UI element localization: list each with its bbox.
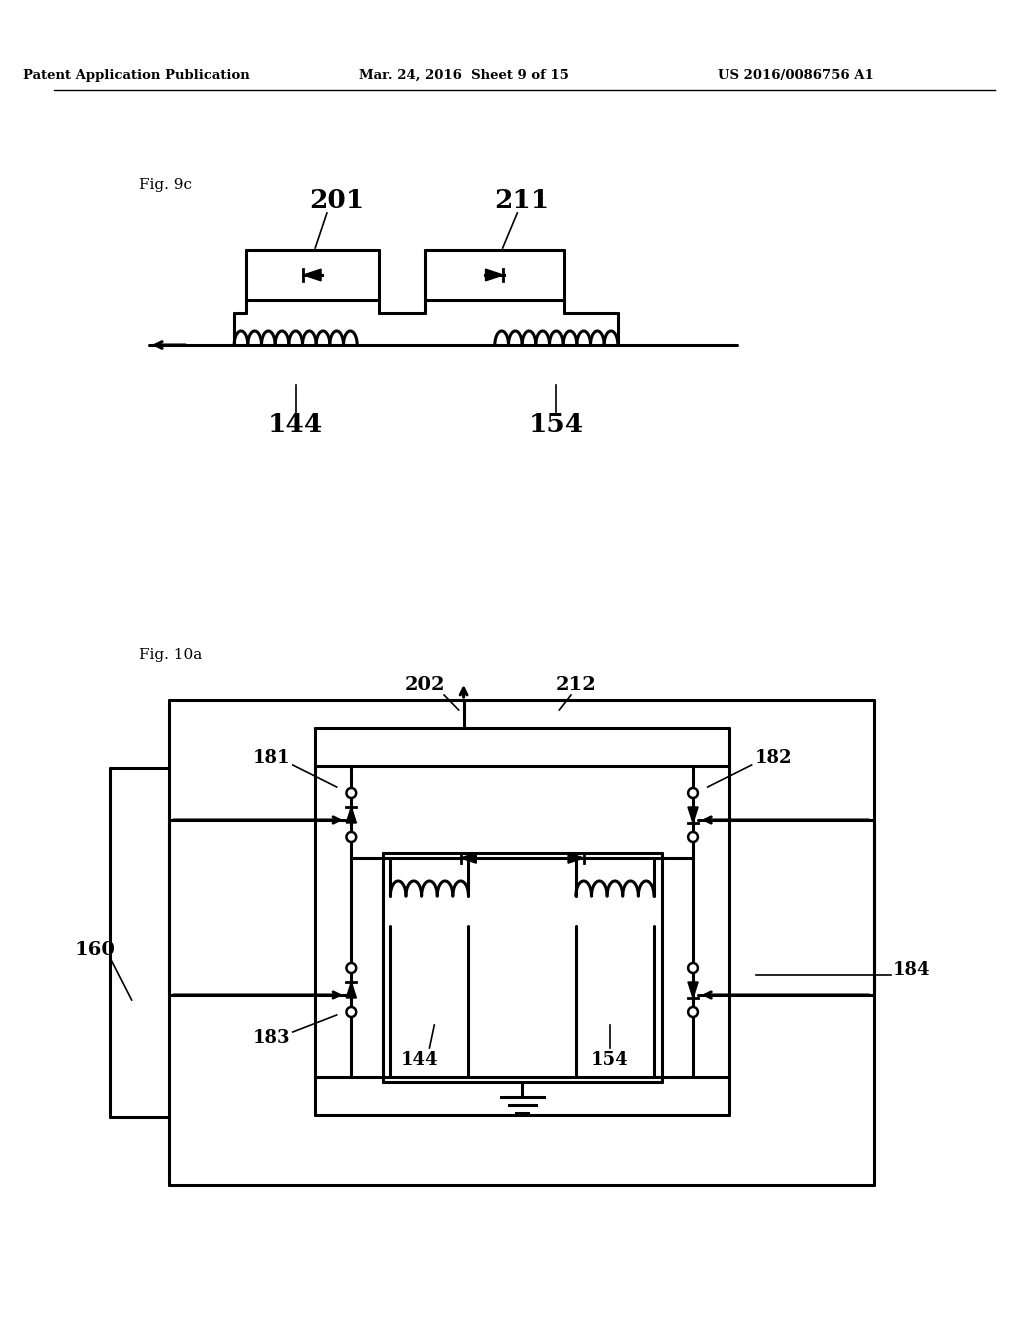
Text: 144: 144 [401, 1051, 438, 1069]
Circle shape [688, 964, 698, 973]
Circle shape [688, 788, 698, 799]
Text: 202: 202 [404, 676, 444, 694]
Circle shape [346, 1007, 356, 1016]
Text: 212: 212 [555, 676, 596, 694]
Polygon shape [303, 269, 322, 281]
Polygon shape [346, 982, 356, 998]
Text: 154: 154 [591, 1051, 629, 1069]
Text: 154: 154 [528, 412, 584, 437]
Circle shape [688, 1007, 698, 1016]
Text: 183: 183 [252, 1030, 290, 1047]
Polygon shape [688, 982, 698, 998]
Circle shape [346, 788, 356, 799]
Polygon shape [485, 269, 503, 281]
Text: 181: 181 [252, 748, 290, 767]
Polygon shape [568, 853, 584, 863]
Polygon shape [346, 807, 356, 822]
Circle shape [688, 832, 698, 842]
Circle shape [346, 832, 356, 842]
Text: Patent Application Publication: Patent Application Publication [24, 69, 250, 82]
Text: US 2016/0086756 A1: US 2016/0086756 A1 [718, 69, 873, 82]
Text: Mar. 24, 2016  Sheet 9 of 15: Mar. 24, 2016 Sheet 9 of 15 [358, 69, 568, 82]
Polygon shape [688, 807, 698, 822]
Text: 144: 144 [268, 412, 324, 437]
Text: 182: 182 [755, 748, 792, 767]
Text: Fig. 9c: Fig. 9c [139, 178, 193, 191]
Text: Fig. 10a: Fig. 10a [139, 648, 203, 663]
Circle shape [346, 964, 356, 973]
Text: 201: 201 [309, 187, 365, 213]
Text: 160: 160 [74, 941, 115, 960]
Polygon shape [461, 853, 476, 863]
Text: 211: 211 [495, 187, 550, 213]
Text: 184: 184 [893, 961, 931, 979]
